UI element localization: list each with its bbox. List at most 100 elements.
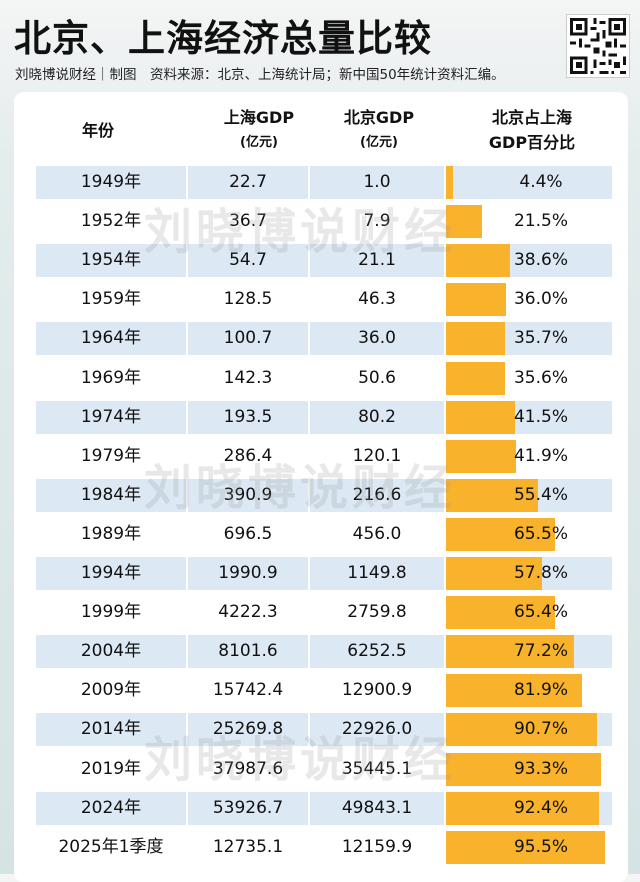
column-header-percent-line1: 北京占上海 — [491, 108, 572, 127]
cell-beijing-gdp: 12900.9 — [341, 680, 413, 701]
column-header-shanghai-gdp-unit: (亿元) — [240, 135, 278, 150]
cell-shanghai-gdp: 53926.7 — [188, 791, 308, 825]
table-row: 1952年 36.7 7.9 21.5% — [14, 205, 628, 239]
cell-beijing-gdp: 50.6 — [358, 367, 396, 388]
cell-beijing-gdp: 80.2 — [310, 400, 444, 434]
cell-shanghai-gdp: 15742.4 — [212, 680, 284, 701]
cell-percent-background — [446, 166, 612, 199]
percent-bar — [446, 361, 506, 395]
table-row: 1984年 390.9 216.6 55.4% — [14, 478, 628, 512]
table-row: 2019年 37987.6 35445.1 93.3% — [14, 752, 628, 786]
cell-shanghai-gdp: 142.3 — [223, 367, 273, 388]
column-header-percent-line2: GDP百分比 — [488, 133, 576, 152]
column-header-beijing-gdp: 北京GDP (亿元) — [324, 108, 434, 180]
cell-beijing-gdp: 12159.9 — [341, 836, 413, 857]
cell-year: 1989年 — [80, 523, 142, 544]
cell-year: 1964年 — [36, 322, 186, 356]
cell-percent: 36.0% — [513, 289, 568, 310]
cell-beijing-gdp: 35445.1 — [341, 758, 413, 779]
cell-percent: 41.9% — [513, 445, 568, 466]
cell-beijing-gdp: 22926.0 — [310, 713, 444, 747]
table-row: 2004年 8101.6 6252.5 77.2% — [14, 635, 628, 669]
table-row: 2024年 53926.7 49843.1 92.4% — [14, 791, 628, 825]
cell-beijing-gdp: 36.0 — [310, 322, 444, 356]
cell-year: 1959年 — [80, 289, 142, 310]
cell-beijing-gdp: 456.0 — [352, 523, 402, 544]
table-row: 1999年 4222.3 2759.8 65.4% — [14, 596, 628, 630]
cell-beijing-gdp: 1.0 — [310, 166, 444, 199]
cell-year: 2019年 — [80, 758, 142, 779]
cell-beijing-gdp: 1149.8 — [310, 557, 444, 590]
cell-shanghai-gdp: 54.7 — [188, 244, 308, 278]
cell-shanghai-gdp: 128.5 — [223, 289, 273, 310]
column-header-shanghai-gdp-label: 上海GDP — [223, 108, 295, 127]
percent-bar — [446, 596, 555, 630]
cell-shanghai-gdp: 8101.6 — [188, 635, 308, 669]
cell-shanghai-gdp: 4222.3 — [218, 602, 278, 623]
cell-percent: 21.5% — [513, 211, 568, 232]
table-row: 1959年 128.5 46.3 36.0% — [14, 283, 628, 317]
cell-percent: 93.3% — [513, 758, 568, 779]
cell-beijing-gdp: 6252.5 — [310, 635, 444, 669]
percent-bar — [446, 635, 575, 669]
cell-percent: 4.4% — [519, 172, 563, 192]
cell-percent: 81.9% — [513, 680, 568, 701]
percent-bar — [446, 674, 582, 708]
column-header-beijing-gdp-unit: (亿元) — [360, 135, 398, 150]
cell-year: 1984年 — [36, 478, 186, 512]
percent-bar — [446, 400, 515, 434]
cell-percent: 77.2% — [513, 641, 568, 662]
percent-bar — [446, 478, 538, 512]
table-row: 1994年 1990.9 1149.8 57.8% — [14, 557, 628, 590]
table-row: 1954年 54.7 21.1 38.6% — [14, 244, 628, 278]
cell-beijing-gdp: 216.6 — [310, 478, 444, 512]
percent-bar — [446, 439, 516, 473]
cell-year: 1954年 — [36, 244, 186, 278]
cell-year: 1974年 — [36, 400, 186, 434]
cell-percent: 35.7% — [513, 328, 568, 349]
column-header-percent: 北京占上海 GDP百分比 — [454, 108, 610, 180]
cell-year: 1949年 — [36, 166, 186, 199]
cell-year: 2014年 — [36, 713, 186, 747]
cell-shanghai-gdp: 37987.6 — [212, 758, 284, 779]
cell-shanghai-gdp: 12735.1 — [212, 836, 284, 857]
table-row: 1979年 286.4 120.1 41.9% — [14, 439, 628, 473]
cell-shanghai-gdp: 1990.9 — [188, 557, 308, 590]
percent-bar — [446, 244, 511, 278]
cell-percent: 95.5% — [513, 836, 568, 857]
table-row: 1989年 696.5 456.0 65.5% — [14, 517, 628, 551]
cell-beijing-gdp: 7.9 — [363, 211, 391, 232]
cell-shanghai-gdp: 25269.8 — [188, 713, 308, 747]
cell-year: 1994年 — [36, 557, 186, 590]
cell-year: 2024年 — [36, 791, 186, 825]
percent-bar — [446, 517, 555, 551]
percent-bar — [446, 752, 601, 786]
percent-bar — [446, 166, 454, 199]
percent-bar — [446, 791, 600, 825]
table-row: 1949年 22.7 1.0 4.4% — [14, 166, 628, 199]
table-row: 2009年 15742.4 12900.9 81.9% — [14, 674, 628, 708]
cell-percent: 41.5% — [513, 406, 568, 427]
cell-percent: 55.4% — [513, 484, 568, 505]
cell-year: 1979年 — [80, 445, 142, 466]
cell-shanghai-gdp: 22.7 — [188, 166, 308, 199]
cell-beijing-gdp: 120.1 — [352, 445, 402, 466]
cell-year: 2004年 — [36, 635, 186, 669]
cell-year: 1952年 — [80, 211, 142, 232]
percent-bar — [446, 557, 542, 590]
table-row: 1964年 100.7 36.0 35.7% — [14, 322, 628, 356]
cell-shanghai-gdp: 36.7 — [229, 211, 267, 232]
cell-percent: 57.8% — [513, 563, 568, 583]
cell-beijing-gdp: 2759.8 — [347, 602, 407, 623]
table-row: 2014年 25269.8 22926.0 90.7% — [14, 713, 628, 747]
table-row: 1969年 142.3 50.6 35.6% — [14, 361, 628, 395]
cell-year: 2009年 — [80, 680, 142, 701]
cell-beijing-gdp: 49843.1 — [310, 791, 444, 825]
table-row: 2025年1季度 12735.1 12159.9 95.5% — [14, 830, 628, 864]
cell-shanghai-gdp: 390.9 — [188, 478, 308, 512]
cell-shanghai-gdp: 696.5 — [223, 523, 273, 544]
cell-percent: 38.6% — [513, 250, 568, 271]
qr-code-icon — [566, 14, 630, 78]
gdp-table-card: 年份 上海GDP (亿元) 北京GDP (亿元) 北京占上海 GDP百分比 19… — [14, 92, 628, 882]
cell-shanghai-gdp: 193.5 — [188, 400, 308, 434]
